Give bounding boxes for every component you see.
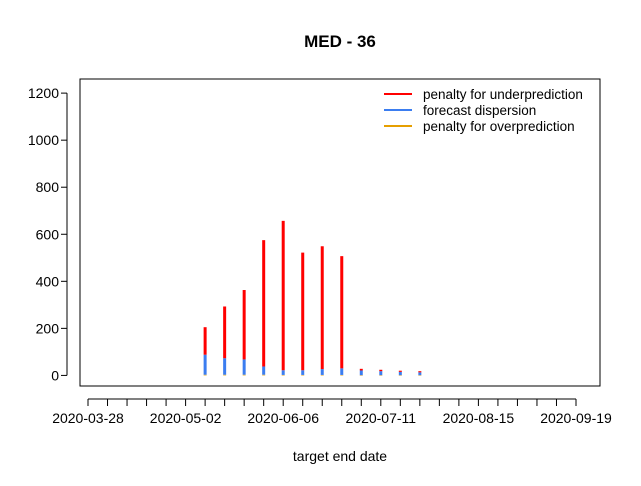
chart-title: MED - 36 xyxy=(304,32,376,51)
bar-segment xyxy=(320,246,324,370)
bar-segment xyxy=(340,256,344,369)
x-tick-label: 2020-07-11 xyxy=(346,410,417,426)
bar-segment xyxy=(281,374,285,376)
bar-segment xyxy=(223,374,227,376)
bar-segment xyxy=(398,375,402,376)
x-tick-label: 2020-09-19 xyxy=(540,410,612,426)
bar-segment xyxy=(379,369,383,372)
bar-segment xyxy=(262,240,266,367)
bar-segment xyxy=(301,370,305,375)
x-tick-label: 2020-06-06 xyxy=(247,410,319,426)
bar-segment xyxy=(359,370,363,376)
y-tick-label: 600 xyxy=(36,226,60,242)
bar-segment xyxy=(379,375,383,376)
bar-segment xyxy=(340,374,344,376)
x-tick-label: 2020-05-02 xyxy=(150,410,222,426)
legend-label: forecast dispersion xyxy=(423,103,536,118)
bar-segment xyxy=(223,358,227,375)
bar-segment xyxy=(203,374,207,376)
bar-segment xyxy=(242,374,246,376)
y-axis: 0 200 400 600 800 1000 1200 xyxy=(28,85,68,383)
y-tick-label: 800 xyxy=(36,179,60,195)
bar-segment xyxy=(203,327,207,355)
legend-label: penalty for overprediction xyxy=(423,119,575,134)
bar-segment xyxy=(418,375,422,376)
bar-segment xyxy=(379,371,383,376)
x-tick-label: 2020-03-28 xyxy=(52,410,124,426)
bar-segment xyxy=(418,372,422,376)
bar-segment xyxy=(203,354,207,375)
plot-area xyxy=(79,78,601,387)
bar-segment xyxy=(262,374,266,376)
bar-segment xyxy=(301,374,305,376)
x-axis-label: target end date xyxy=(293,448,387,464)
bar-segment xyxy=(398,370,402,372)
y-tick-label: 1200 xyxy=(28,85,59,101)
y-tick-label: 400 xyxy=(36,273,60,289)
bars xyxy=(203,220,422,376)
bar-segment xyxy=(418,371,422,373)
bar-segment xyxy=(281,370,285,375)
bar-segment xyxy=(398,371,402,376)
bar-segment xyxy=(301,252,305,371)
bar-segment xyxy=(281,220,285,371)
x-tick-label: 2020-08-15 xyxy=(443,410,515,426)
bar-segment xyxy=(242,290,246,360)
bar-segment xyxy=(340,368,344,375)
bar-segment xyxy=(262,366,266,375)
bar-segment xyxy=(320,374,324,376)
bar-segment xyxy=(359,368,363,371)
bar-segment xyxy=(320,369,324,375)
bar-segment xyxy=(359,375,363,376)
y-tick-label: 0 xyxy=(51,367,59,383)
y-tick-label: 200 xyxy=(36,320,60,336)
legend-label: penalty for underprediction xyxy=(423,87,583,102)
bar-segment xyxy=(223,306,227,359)
bar-segment xyxy=(242,359,246,375)
x-axis: 2020-03-28 2020-05-02 2020-06-06 2020-07-11… xyxy=(52,398,612,426)
y-tick-label: 1000 xyxy=(28,132,59,148)
